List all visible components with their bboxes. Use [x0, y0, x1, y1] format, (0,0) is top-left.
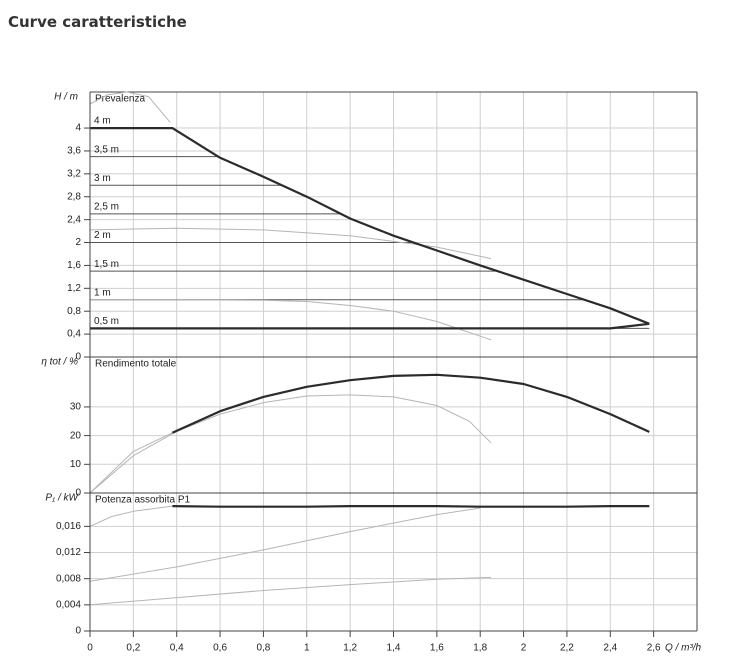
x-tick-label: 2: [521, 643, 527, 654]
level-label: 0,5 m: [94, 316, 119, 327]
x-tick-label: 1,4: [387, 643, 401, 654]
y-tick-label: 30: [70, 402, 82, 413]
curve: [89, 91, 171, 123]
x-tick-label: 1,6: [430, 643, 444, 654]
curve: [89, 432, 173, 494]
x-tick-label: 1,8: [473, 643, 487, 654]
y-tick-label: 0: [75, 488, 81, 499]
y-tick-label: 3,2: [67, 168, 81, 179]
level-label: 1,5 m: [94, 259, 119, 270]
panel-title: Rendimento totale: [95, 359, 177, 370]
level-label: 3,5 m: [94, 144, 119, 155]
y-tick-label: 2,4: [67, 214, 81, 225]
y-tick-label: 3,6: [67, 146, 81, 157]
y-tick-label: 0,8: [67, 306, 81, 317]
y-axis-label: P₁ / kW: [45, 493, 79, 504]
level-label: 3 m: [94, 173, 111, 184]
y-tick-label: 0: [75, 626, 81, 637]
level-label: 2,5 m: [94, 202, 119, 213]
y-tick-label: 0,012: [56, 547, 81, 558]
y-tick-label: 0,008: [56, 573, 81, 584]
x-tick-label: 1,2: [343, 643, 357, 654]
x-tick-label: 2,4: [603, 643, 617, 654]
x-tick-label: 0,6: [213, 643, 227, 654]
y-tick-label: 1,2: [67, 283, 81, 294]
y-tick-label: 0,016: [56, 521, 81, 532]
curve: [90, 299, 492, 341]
x-tick-label: 0,4: [170, 643, 184, 654]
y-axis-label: η tot / %: [41, 357, 78, 368]
level-label: 4 m: [94, 116, 111, 127]
x-tick-label: 0,8: [256, 643, 270, 654]
level-label: 1 m: [94, 287, 111, 298]
y-tick-label: 10: [70, 459, 82, 470]
y-tick-label: 0: [75, 352, 81, 363]
x-tick-label: 0: [87, 643, 93, 654]
curve: [89, 394, 492, 494]
y-tick-label: 20: [70, 430, 82, 441]
y-tick-label: 0,4: [67, 329, 81, 340]
y-tick-label: 4: [75, 123, 81, 134]
curve: [89, 576, 492, 606]
x-tick-label: 0,2: [126, 643, 140, 654]
curve: [171, 373, 650, 434]
curve: [89, 505, 173, 527]
page-title: Curve caratteristiche: [8, 13, 187, 31]
y-axis-label: H / m: [54, 92, 78, 103]
x-tick-label: 2,2: [560, 643, 574, 654]
curve: [89, 507, 481, 582]
x-axis-label: Q / m³/h: [665, 643, 702, 654]
curve: [172, 505, 650, 508]
y-tick-label: 1,6: [67, 260, 81, 271]
x-tick-label: 2,6: [647, 643, 661, 654]
curve: [90, 322, 650, 330]
y-tick-label: 0,004: [56, 599, 81, 610]
y-tick-label: 2,8: [67, 191, 81, 202]
level-label: 2 m: [94, 230, 111, 241]
y-tick-label: 2: [75, 237, 81, 248]
curve: [89, 227, 492, 260]
panel-title: Potenza assorbita P1: [95, 495, 190, 506]
panel-title: Prevalenza: [95, 94, 145, 105]
curve: [90, 127, 650, 325]
x-tick-label: 1: [304, 643, 310, 654]
